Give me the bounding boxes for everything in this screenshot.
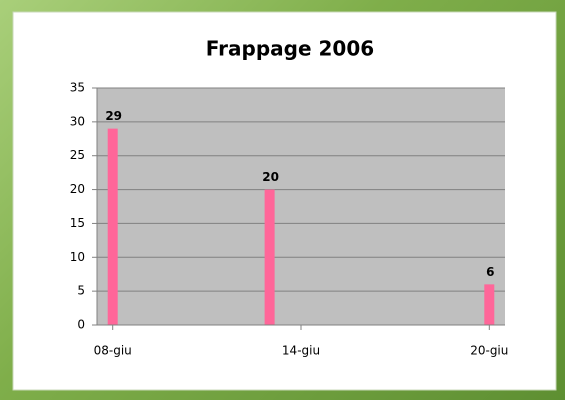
bar bbox=[264, 189, 275, 325]
bar bbox=[484, 284, 495, 325]
y-tick-label: 35 bbox=[70, 81, 85, 95]
y-tick-label: 15 bbox=[70, 216, 85, 230]
x-tick-label: 08-giu bbox=[94, 344, 132, 358]
data-label: 29 bbox=[105, 109, 122, 123]
y-tick-label: 5 bbox=[77, 284, 85, 298]
chart-title: Frappage 2006 bbox=[206, 37, 374, 61]
y-tick-label: 10 bbox=[70, 250, 85, 264]
y-tick-label: 20 bbox=[70, 182, 85, 196]
y-tick-label: 0 bbox=[77, 318, 85, 332]
y-tick-label: 25 bbox=[70, 148, 85, 162]
data-label: 6 bbox=[486, 265, 494, 279]
plot-area bbox=[97, 88, 505, 325]
bar bbox=[107, 128, 118, 325]
data-label: 20 bbox=[262, 170, 279, 184]
y-tick-label: 30 bbox=[70, 114, 85, 128]
x-tick-label: 20-giu bbox=[470, 344, 508, 358]
x-tick-label: 14-giu bbox=[282, 344, 320, 358]
